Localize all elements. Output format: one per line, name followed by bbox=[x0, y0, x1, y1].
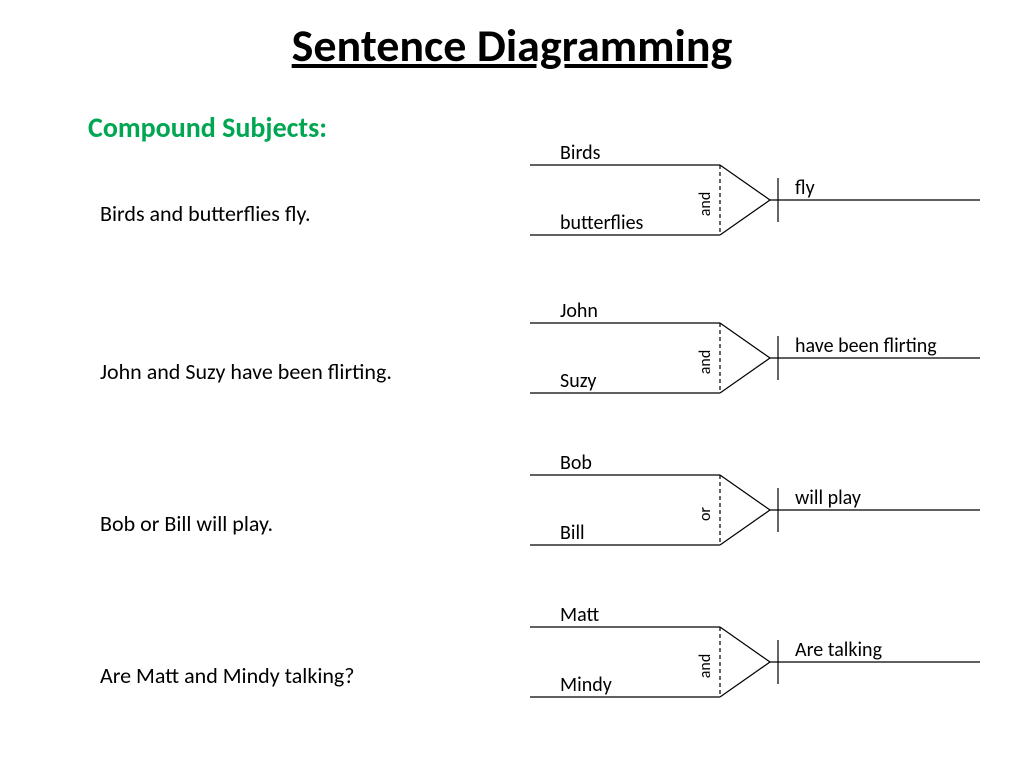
sentence-diagram: Birds butterflies and fly bbox=[530, 140, 1000, 260]
section-subtitle: Compound Subjects: bbox=[88, 110, 327, 145]
diagram-subject2: butterflies bbox=[560, 211, 644, 235]
diagram-predicate: will play bbox=[795, 486, 861, 510]
sentence-diagram: John Suzy and have been flirting bbox=[530, 298, 1000, 418]
diagram-predicate: Are talking bbox=[795, 638, 883, 662]
diagram-conjunction: and bbox=[696, 192, 715, 216]
sentence-diagram: Bob Bill or will play bbox=[530, 450, 1000, 570]
example-sentence: John and Suzy have been flirting. bbox=[100, 358, 392, 385]
diagram-subject2: Mindy bbox=[560, 673, 612, 697]
diagram-subject2: Suzy bbox=[560, 369, 596, 393]
diagram-predicate: have been flirting bbox=[795, 334, 937, 358]
example-sentence: Birds and butterflies fly. bbox=[100, 200, 311, 227]
diagram-conjunction: and bbox=[696, 350, 715, 374]
diagram-subject1: Matt bbox=[560, 603, 599, 627]
diagram-subject1: John bbox=[560, 299, 598, 323]
diagram-subject2: Bill bbox=[560, 521, 585, 545]
sentence-diagram: Matt Mindy and Are talking bbox=[530, 602, 1000, 722]
diagram-subject1: Bob bbox=[560, 451, 592, 475]
diagram-predicate: fly bbox=[795, 176, 815, 200]
example-sentence: Are Matt and Mindy talking? bbox=[100, 662, 354, 689]
diagram-subject1: Birds bbox=[560, 141, 601, 165]
page-title: Sentence Diagramming bbox=[0, 18, 1024, 74]
diagram-conjunction: and bbox=[696, 654, 715, 678]
example-sentence: Bob or Bill will play. bbox=[100, 510, 273, 537]
diagram-conjunction: or bbox=[696, 507, 715, 521]
